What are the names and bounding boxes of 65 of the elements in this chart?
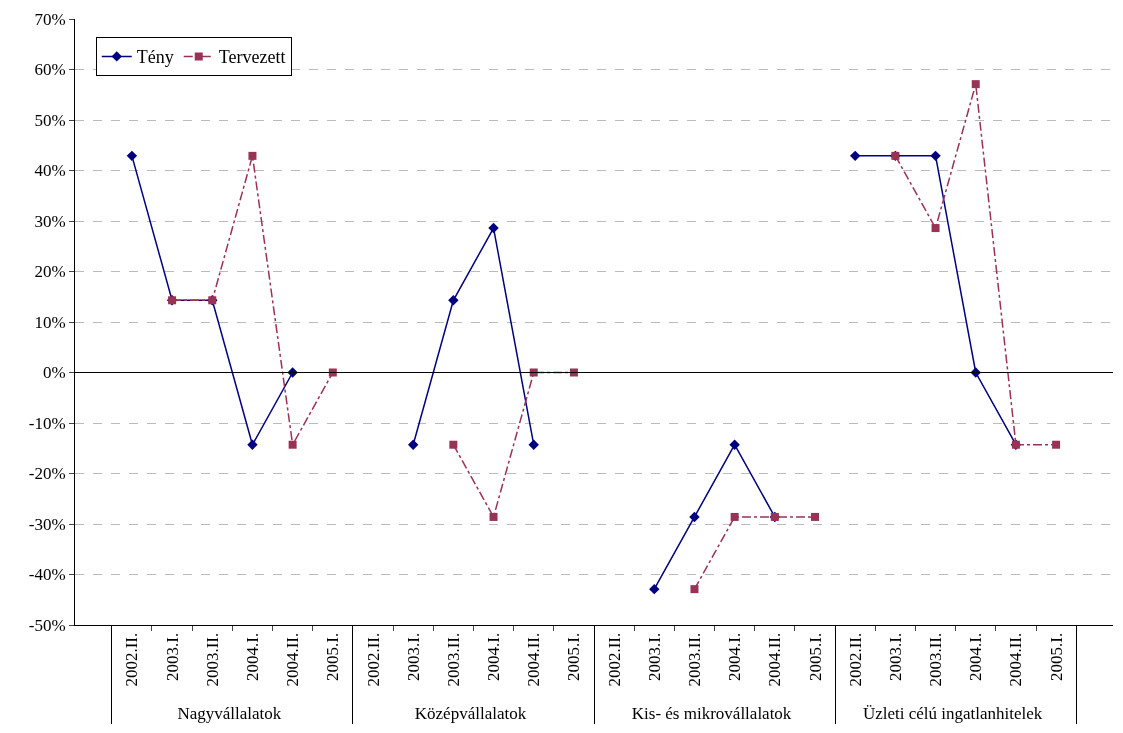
y-tick-label: 70% <box>34 9 66 29</box>
y-tick-label: 40% <box>34 161 66 181</box>
x-tick-label: 2002.II. <box>845 632 865 687</box>
legend-label: Tény <box>136 47 174 68</box>
y-tick-label: 60% <box>34 60 66 80</box>
x-tick-label: 2003.I. <box>403 632 423 681</box>
x-tick-label: 2005.I. <box>323 632 343 681</box>
x-tick-label: 2004.II. <box>1006 632 1026 687</box>
text: Üzleti célú ingatlanhitelek <box>862 704 1043 724</box>
x-tick-label: 2004.II. <box>283 632 303 687</box>
x-tick-label: 2002.II. <box>122 632 142 687</box>
x-tick-label: 2005.I. <box>1046 632 1066 681</box>
x-tick-label: 2003.II. <box>926 632 946 687</box>
y-tick-label: -10% <box>28 413 66 433</box>
point <box>448 295 459 306</box>
y-tick-label: -30% <box>28 514 66 534</box>
point <box>288 440 297 449</box>
x-tick-label: 2003.I. <box>644 632 664 681</box>
point <box>649 583 660 595</box>
x-tick-label: 2002.II. <box>604 632 624 687</box>
point <box>489 512 498 521</box>
point <box>730 512 739 521</box>
x-tick-label: 2003.II. <box>684 632 704 687</box>
x-tick-label: 2004.I. <box>966 632 986 681</box>
x-tick-label: 2003.I. <box>162 632 182 681</box>
legend-label: Tervezett <box>218 47 286 68</box>
point <box>931 224 940 233</box>
y-tick-label: -50% <box>28 615 66 635</box>
point <box>930 150 941 162</box>
point <box>689 511 700 523</box>
x-tick-label: 2005.I. <box>805 632 825 681</box>
point <box>690 585 699 594</box>
y-tick-label: 10% <box>34 312 66 332</box>
point <box>126 150 138 162</box>
x-tick-label: 2003.II. <box>443 632 463 687</box>
y-tick-label: 0% <box>42 363 66 383</box>
x-tick-label: 2005.I. <box>564 632 584 681</box>
x-tick-label: 2004.I. <box>242 632 262 681</box>
y-tick-label: 20% <box>34 262 66 282</box>
y-tick-label: -40% <box>28 565 66 585</box>
point <box>849 150 861 162</box>
x-tick-label: 2004.II. <box>765 632 785 687</box>
point <box>247 439 258 450</box>
x-tick-label: 2004.I. <box>484 632 504 681</box>
x-tick-label: 2004.I. <box>725 632 745 681</box>
x-tick-label: 2004.II. <box>524 632 544 687</box>
text: Nagyvállalatok <box>177 704 282 724</box>
point <box>488 222 499 234</box>
point <box>811 512 819 521</box>
point <box>248 151 257 160</box>
point <box>729 439 740 450</box>
text: Középvállalatok <box>414 704 527 724</box>
point <box>407 439 419 450</box>
point <box>287 367 298 378</box>
point <box>971 80 980 89</box>
point <box>449 440 458 449</box>
text: Kis- és mikrovállalatok <box>631 704 792 724</box>
point <box>528 439 539 450</box>
y-tick-label: -20% <box>28 464 66 484</box>
y-tick-label: 50% <box>34 110 66 130</box>
y-tick-label: 30% <box>34 211 66 231</box>
x-tick-label: 2002.II. <box>363 632 383 687</box>
x-tick-label: 2003.I. <box>885 632 905 681</box>
point <box>1052 440 1061 449</box>
x-tick-label: 2003.II. <box>202 632 222 687</box>
